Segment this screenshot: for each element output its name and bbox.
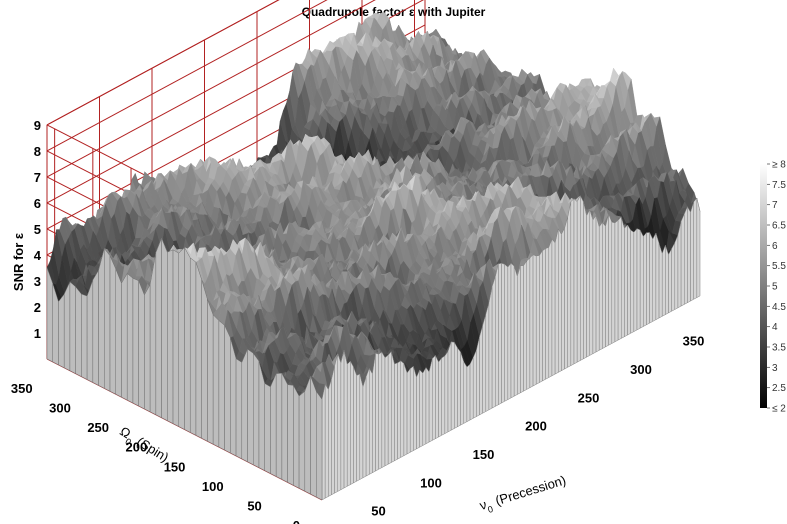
chart-title: Quadrupole factor ε with Jupiter	[301, 5, 486, 19]
grid-line	[46, 0, 328, 152]
grid-line	[46, 0, 280, 126]
surface	[46, 11, 701, 501]
